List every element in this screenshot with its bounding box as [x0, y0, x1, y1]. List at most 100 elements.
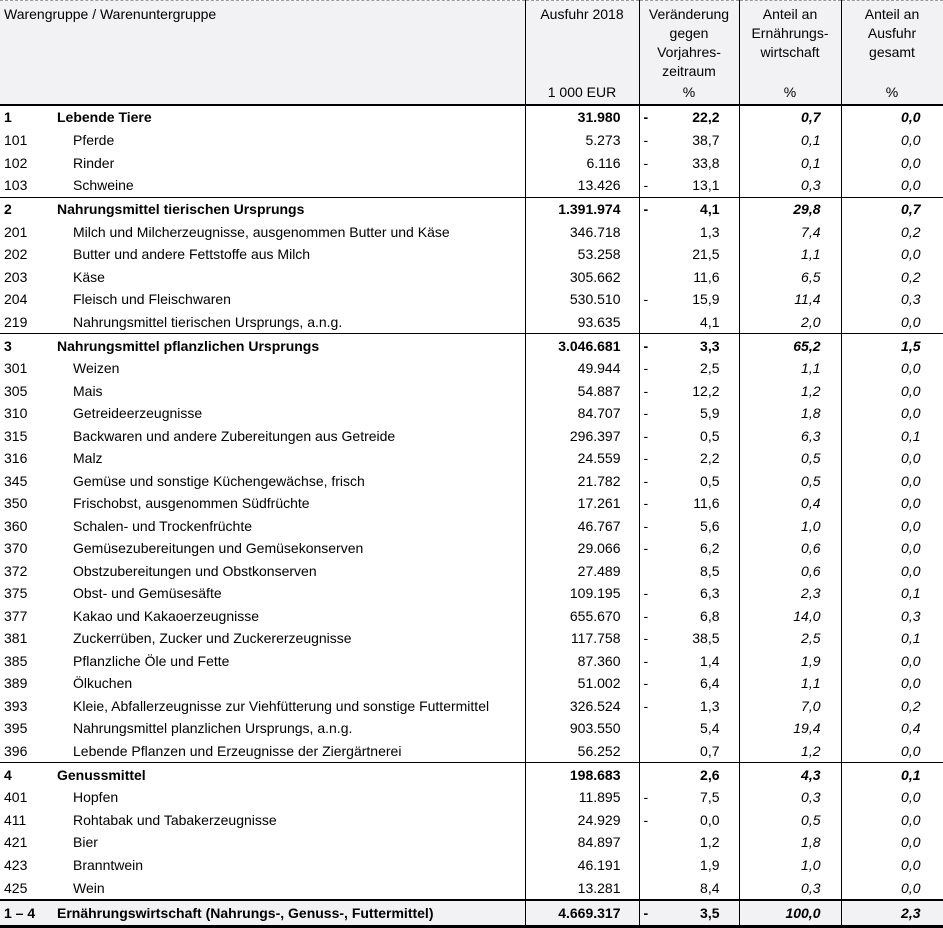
row-label: Rohtabak und Tabakerzeugnisse — [73, 811, 277, 828]
minus-sign: - — [643, 697, 649, 714]
value-cell: 655.670 — [524, 604, 639, 628]
change-value: 1,3 — [700, 697, 720, 714]
minus-sign: - — [643, 360, 649, 377]
row-label: Gemüsezubereitungen und Gemüsekonserven — [73, 540, 364, 557]
table-row: 389 Ölkuchen 51.002 - 6,4 1,1 0,0 — [0, 672, 943, 695]
minus-sign: - — [643, 630, 649, 647]
row-label: Hopfen — [73, 789, 119, 806]
row-code: 393 — [4, 697, 28, 714]
value-cell: 46.191 — [524, 853, 639, 877]
table-row: 360 Schalen- und Trockenfrüchte 46.767 - 5… — [0, 514, 943, 538]
table-row: 396 Lebende Pflanzen und Erzeugnisse der … — [0, 739, 943, 763]
share-food-cell: 0,7 — [738, 104, 841, 129]
value-cell: 24.559 — [524, 446, 639, 470]
row-code: 101 — [4, 132, 28, 149]
column-unit-veraenderung: % — [682, 84, 696, 100]
row-label: Malz — [73, 450, 103, 467]
product-cell: 395 Nahrungsmittel planzlichen Ursprungs,… — [0, 717, 525, 740]
table-row: 401 Hopfen 11.895 - 7,5 0,3 0,0 — [0, 786, 943, 809]
product-cell: 310 Getreideerzeugnisse — [0, 401, 525, 425]
share-export-cell: 0,0 — [840, 173, 943, 198]
share-food-cell: 6,3 — [738, 424, 841, 447]
table-row: 385 Pflanzliche Öle und Fette 87.360 - 1,4… — [0, 649, 943, 673]
share-export-cell: 0,0 — [840, 379, 943, 402]
share-food-cell: 0,5 — [738, 808, 841, 832]
share-export-cell: 0,2 — [840, 694, 943, 718]
share-export-cell: 0,0 — [840, 242, 943, 266]
row-label: Fleisch und Fleischwaren — [73, 291, 231, 308]
share-food-cell: 0,1 — [738, 151, 841, 174]
change-cell: - 0,5 — [638, 469, 739, 492]
table-row: 4 Genussmittel 198.683 2,6 4,3 0,1 — [0, 762, 943, 787]
value-cell: 11.895 — [524, 786, 639, 809]
share-food-cell: 1,2 — [738, 739, 841, 763]
product-cell: 423 Branntwein — [0, 853, 525, 877]
change-cell: - 6,8 — [638, 604, 739, 628]
share-export-cell: 0,0 — [840, 649, 943, 673]
table-row: 219 Nahrungsmittel tierischen Ursprungs, … — [0, 310, 943, 334]
minus-sign: - — [643, 905, 649, 922]
row-code: 425 — [4, 879, 28, 896]
product-cell: 381 Zuckerrüben, Zucker und Zuckererzeugn… — [0, 627, 525, 650]
product-cell: 425 Wein — [0, 876, 525, 901]
change-value: 2,5 — [700, 360, 720, 377]
row-code: 385 — [4, 652, 28, 669]
change-value: 5,6 — [700, 517, 720, 534]
row-code: 316 — [4, 450, 28, 467]
value-cell: 3.046.681 — [524, 333, 639, 357]
row-code: 396 — [4, 743, 28, 760]
product-cell: 389 Ölkuchen — [0, 672, 525, 695]
share-food-cell: 1,8 — [738, 401, 841, 425]
change-value: 5,9 — [700, 405, 720, 422]
change-cell: - 6,4 — [638, 672, 739, 695]
row-label: Branntwein — [73, 856, 144, 873]
share-export-cell: 0,3 — [840, 604, 943, 628]
change-cell: - 4,1 — [638, 196, 739, 221]
share-export-cell: 0,0 — [840, 310, 943, 334]
row-label: Schweine — [73, 177, 134, 194]
row-code: 201 — [4, 223, 28, 240]
change-cell: - 22,2 — [638, 104, 739, 129]
row-label: Nahrungsmittel planzlichen Ursprungs, a.… — [73, 720, 353, 737]
minus-sign: - — [643, 652, 649, 669]
value-cell: 109.195 — [524, 582, 639, 605]
share-export-cell: 0,0 — [840, 672, 943, 695]
value-cell: 5.273 — [524, 128, 639, 152]
row-code: 202 — [4, 246, 28, 263]
row-code: 103 — [4, 177, 28, 194]
row-label: Frischobst, ausgenommen Südfrüchte — [73, 495, 310, 512]
row-label: Käse — [73, 268, 105, 285]
change-cell: - 5,6 — [638, 514, 739, 538]
value-cell: 53.258 — [524, 242, 639, 266]
value-cell: 84.897 — [524, 831, 639, 854]
change-cell: 11,6 — [638, 265, 739, 288]
change-value: 0,7 — [700, 743, 720, 760]
share-export-cell: 0,2 — [840, 265, 943, 288]
change-value: 38,5 — [692, 630, 720, 647]
value-cell: 31.980 — [524, 104, 639, 129]
row-label: Butter und andere Fettstoffe aus Milch — [73, 246, 311, 263]
share-export-cell: 0,4 — [840, 717, 943, 740]
row-label: Wein — [73, 879, 105, 896]
column-title-warengruppe: Warengruppe / Warenuntergruppe — [4, 6, 217, 22]
change-cell: 0,7 — [638, 739, 739, 763]
share-export-cell: 0,0 — [840, 514, 943, 538]
row-label: Pferde — [73, 132, 115, 149]
product-cell: 316 Malz — [0, 446, 525, 470]
minus-sign: - — [643, 177, 649, 194]
share-export-cell: 0,2 — [840, 220, 943, 243]
table-row: 1 Lebende Tiere 31.980 - 22,2 0,7 0,0 — [0, 104, 943, 129]
value-cell: 54.887 — [524, 379, 639, 402]
table-row: 201 Milch und Milcherzeugnisse, ausgenomm… — [0, 220, 943, 243]
row-code: 3 — [4, 337, 12, 354]
product-cell: 411 Rohtabak und Tabakerzeugnisse — [0, 808, 525, 832]
share-food-cell: 4,3 — [738, 762, 841, 787]
row-code: 2 — [4, 201, 12, 218]
share-export-cell: 0,0 — [840, 446, 943, 470]
product-cell: 396 Lebende Pflanzen und Erzeugnisse der … — [0, 739, 525, 763]
row-code: 310 — [4, 405, 28, 422]
header-row: Warengruppe / Warenuntergruppe Ausfuhr 2… — [0, 0, 943, 106]
table-row: 375 Obst- und Gemüsesäfte 109.195 - 6,3 2,… — [0, 582, 943, 605]
row-code: 102 — [4, 154, 28, 171]
